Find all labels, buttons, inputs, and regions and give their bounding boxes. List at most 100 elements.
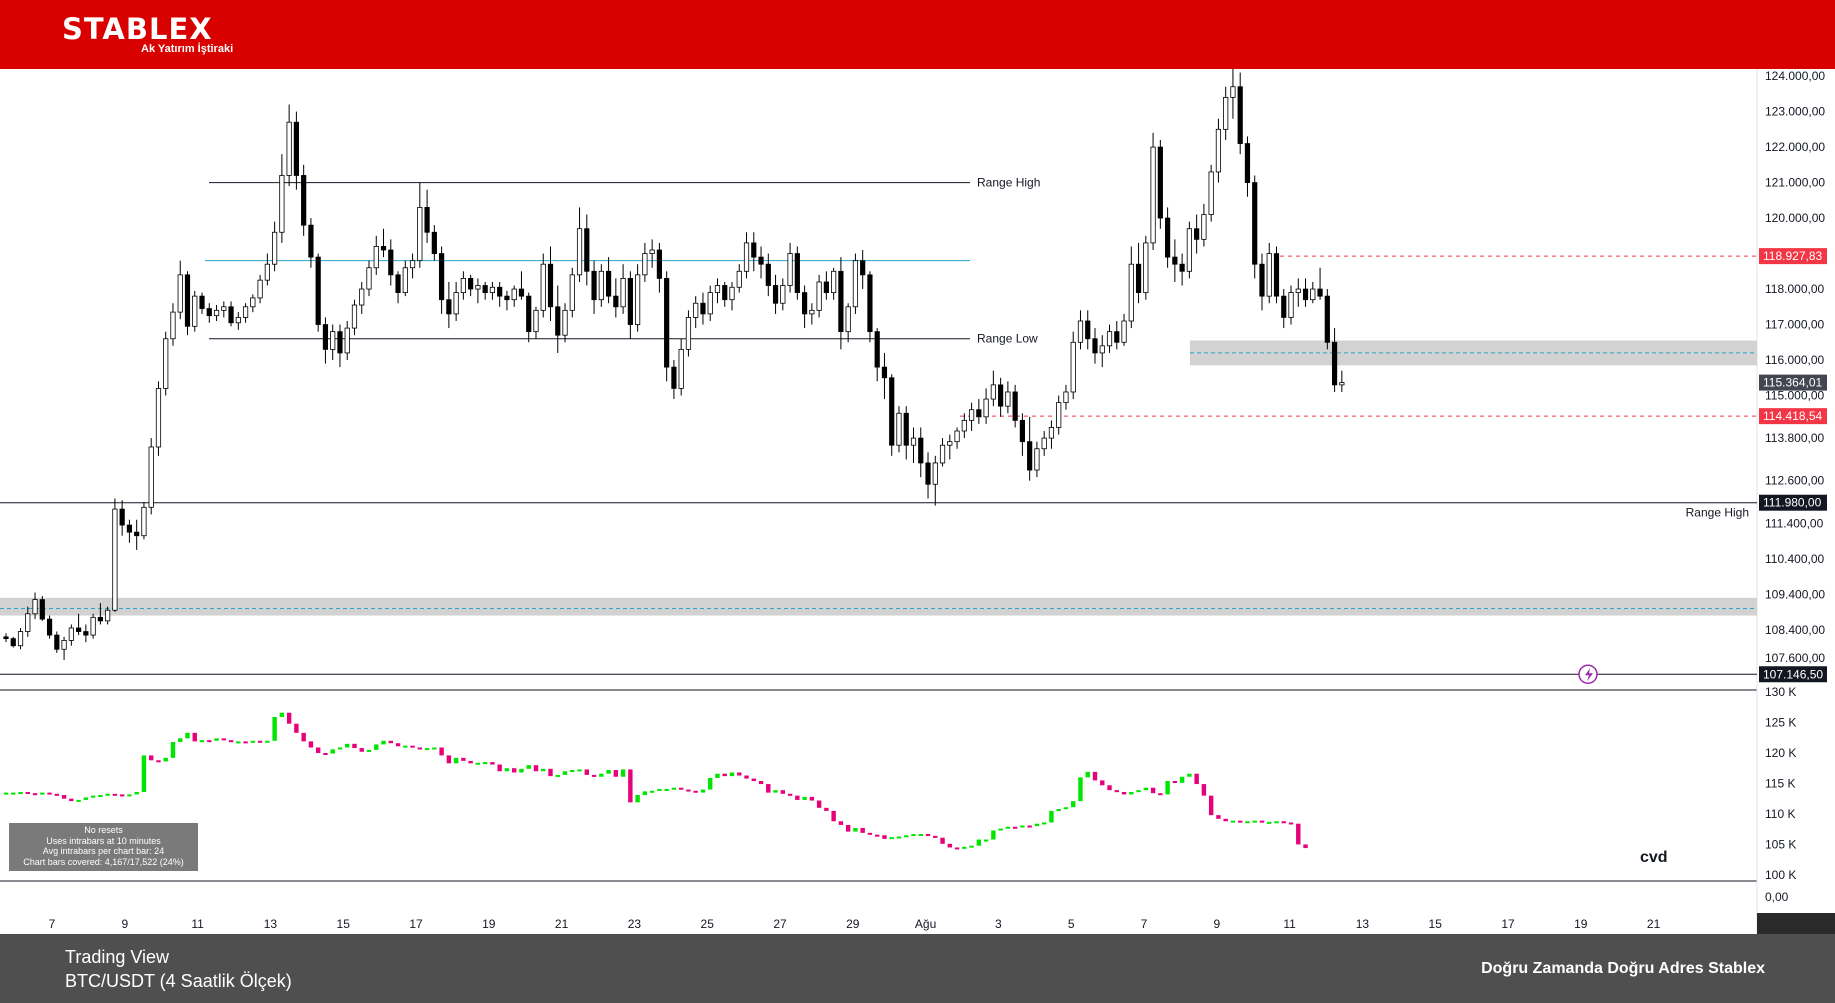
cvd-bar bbox=[337, 747, 343, 750]
cvd-bar bbox=[185, 732, 190, 739]
price-label: 114.418,54 bbox=[1763, 409, 1822, 423]
info-line: Avg intrabars per chart bar: 24 bbox=[42, 846, 165, 856]
candle bbox=[409, 260, 416, 269]
bolt-icon bbox=[1585, 668, 1593, 682]
cvd-bar bbox=[345, 743, 350, 748]
candle bbox=[163, 338, 169, 389]
cvd-bar bbox=[403, 745, 408, 748]
candle bbox=[489, 286, 496, 293]
candle bbox=[1281, 295, 1287, 318]
candle bbox=[881, 366, 888, 379]
footer-slogan: Doğru Zamanda Doğru Adres Stablex bbox=[1481, 960, 1765, 977]
cvd-bar bbox=[1296, 823, 1301, 845]
candle bbox=[39, 599, 45, 620]
candle bbox=[620, 277, 626, 308]
candle bbox=[359, 288, 365, 306]
cvd-bar bbox=[207, 740, 212, 743]
cvd-bar bbox=[773, 790, 778, 793]
price-tick-label: 110.400,00 bbox=[1765, 552, 1824, 566]
candle bbox=[1302, 288, 1309, 301]
cvd-bar bbox=[1071, 801, 1076, 808]
candle bbox=[308, 224, 314, 258]
candle bbox=[649, 249, 655, 254]
cvd-bar bbox=[606, 770, 611, 774]
cvd-bar bbox=[1063, 807, 1069, 810]
cvd-bar bbox=[163, 757, 168, 762]
cvd-bar bbox=[453, 757, 459, 764]
cvd-bar bbox=[562, 771, 568, 775]
candle bbox=[417, 207, 423, 262]
cvd-bar bbox=[555, 774, 560, 777]
price-label-box bbox=[1759, 408, 1827, 425]
cvd-bar bbox=[446, 755, 452, 764]
candle bbox=[192, 295, 198, 327]
cvd-bar bbox=[40, 792, 45, 795]
candle bbox=[431, 231, 437, 254]
stablex-logo: STABLEX bbox=[62, 12, 213, 46]
support-zone bbox=[0, 597, 1757, 616]
candle bbox=[751, 242, 757, 258]
cvd-bar bbox=[1267, 821, 1272, 824]
cvd-bar bbox=[918, 834, 923, 837]
cvd-bar bbox=[1158, 793, 1163, 796]
candle bbox=[591, 270, 597, 301]
cvd-bar bbox=[693, 790, 698, 793]
candle bbox=[235, 317, 241, 324]
cvd-bar bbox=[250, 740, 256, 743]
candle bbox=[1056, 402, 1062, 428]
price-chart[interactable]: Range High Range Low Range High 124.000,00 1… bbox=[0, 69, 1835, 934]
cvd-bar bbox=[969, 845, 974, 848]
candle bbox=[1106, 331, 1113, 347]
cvd-bar bbox=[417, 747, 423, 750]
cvd-bar bbox=[962, 846, 967, 849]
cvd-bar bbox=[359, 748, 364, 752]
candle bbox=[351, 304, 358, 329]
cvd-bar bbox=[867, 832, 873, 835]
cvd-bar bbox=[315, 747, 321, 753]
candle bbox=[1019, 419, 1026, 443]
cvd-bar bbox=[366, 749, 372, 752]
date-tick-label: 13 bbox=[1356, 917, 1370, 931]
cvd-bar bbox=[1172, 781, 1178, 784]
date-tick-label: 29 bbox=[846, 917, 860, 931]
cvd-bar bbox=[47, 792, 52, 795]
cvd-bar bbox=[780, 790, 786, 794]
candle bbox=[794, 253, 800, 293]
cvd-bar bbox=[1005, 826, 1011, 829]
cvd-bar bbox=[570, 770, 575, 773]
candle bbox=[32, 599, 38, 615]
candle bbox=[1237, 86, 1243, 144]
price-label: 118.927,83 bbox=[1763, 249, 1822, 263]
price-tick-label: 123.000,00 bbox=[1765, 105, 1825, 119]
candle bbox=[547, 263, 554, 308]
cvd-bar bbox=[90, 795, 96, 798]
cvd-bar bbox=[1049, 810, 1054, 823]
candle bbox=[301, 175, 307, 226]
price-tick-label: 118.000,00 bbox=[1765, 282, 1824, 296]
cvd-bar bbox=[475, 762, 481, 765]
candle bbox=[68, 627, 74, 641]
candle bbox=[1005, 391, 1011, 407]
price-tick-label: 112.600,00 bbox=[1765, 474, 1824, 488]
cvd-bar bbox=[395, 743, 401, 747]
candle bbox=[1179, 263, 1185, 272]
cvd-bar bbox=[991, 830, 996, 840]
date-tick-label: 15 bbox=[1429, 917, 1443, 931]
candle bbox=[257, 279, 263, 299]
cvd-bar bbox=[54, 793, 60, 796]
candle bbox=[729, 286, 735, 301]
cvd-bar bbox=[628, 769, 633, 803]
price-tick-label: 116.000,00 bbox=[1765, 353, 1824, 367]
candle bbox=[380, 246, 387, 251]
candle bbox=[1215, 128, 1222, 173]
candle bbox=[743, 242, 750, 272]
cvd-tick-label: 125 K bbox=[1765, 715, 1796, 729]
cvd-bar bbox=[388, 740, 393, 744]
candle bbox=[678, 348, 684, 389]
cvd-bar bbox=[1274, 821, 1279, 824]
candle bbox=[1121, 320, 1127, 343]
candle bbox=[504, 295, 510, 301]
cvd-tick-label: 100 K bbox=[1765, 868, 1796, 882]
candle bbox=[1230, 86, 1236, 98]
cvd-bar bbox=[424, 748, 430, 751]
